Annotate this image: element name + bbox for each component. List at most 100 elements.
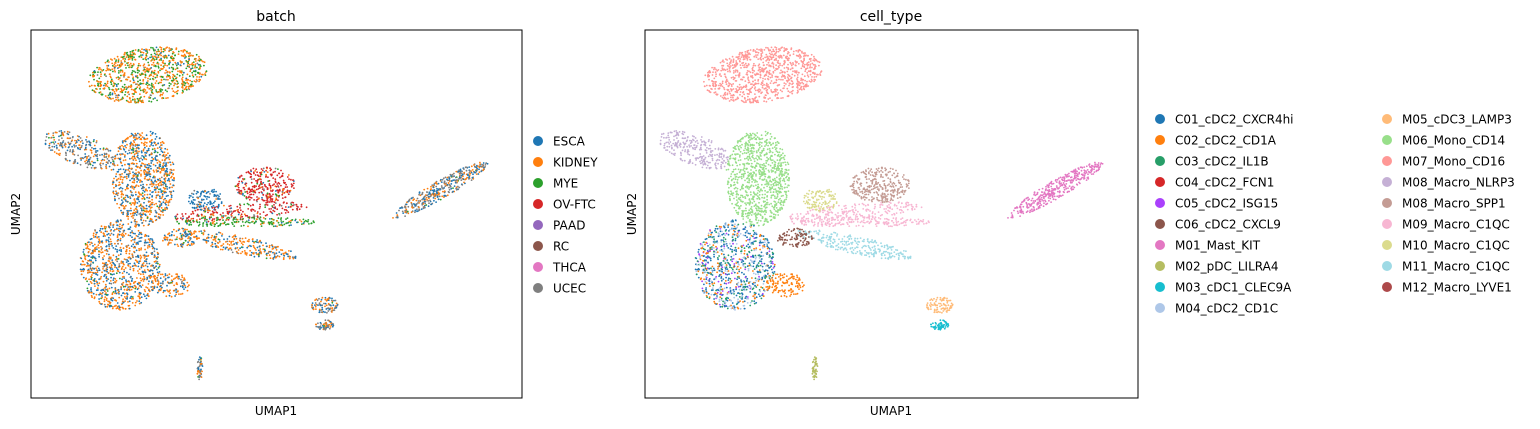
scatter-point bbox=[326, 298, 329, 300]
scatter-point bbox=[256, 174, 259, 177]
scatter-point bbox=[85, 144, 87, 147]
scatter-point bbox=[114, 88, 117, 90]
scatter-point bbox=[153, 203, 156, 206]
scatter-point bbox=[116, 235, 119, 237]
scatter-point bbox=[187, 233, 189, 236]
scatter-point bbox=[324, 311, 326, 314]
scatter-point bbox=[142, 142, 145, 145]
title-batch: batch bbox=[256, 9, 296, 25]
scatter-point bbox=[127, 280, 129, 283]
scatter-point bbox=[215, 190, 218, 193]
scatter-point bbox=[198, 378, 201, 381]
scatter-point bbox=[118, 70, 120, 72]
scatter-point bbox=[124, 150, 127, 153]
scatter-point bbox=[165, 69, 167, 72]
scatter-point bbox=[141, 54, 144, 56]
scatter-point bbox=[160, 190, 163, 192]
scatter-point bbox=[186, 79, 189, 81]
scatter-point bbox=[146, 164, 149, 166]
scatter-point bbox=[443, 190, 446, 193]
scatter-point bbox=[127, 260, 130, 263]
scatter-point bbox=[86, 280, 88, 283]
scatter-point bbox=[139, 50, 142, 52]
scatter-point bbox=[48, 144, 51, 147]
scatter-point bbox=[203, 229, 206, 232]
scatter-point bbox=[147, 201, 150, 203]
scatter-point bbox=[176, 273, 179, 275]
scatter-point bbox=[168, 71, 171, 73]
scatter-point bbox=[189, 202, 192, 205]
scatter-point bbox=[52, 132, 55, 135]
scatter-point bbox=[170, 66, 173, 69]
legend-label: ESCA bbox=[553, 135, 586, 149]
scatter-point bbox=[190, 223, 193, 226]
scatter-point bbox=[141, 197, 144, 200]
scatter-point bbox=[271, 244, 274, 247]
scatter-point bbox=[155, 265, 158, 268]
scatter-point bbox=[148, 210, 151, 212]
scatter-point bbox=[135, 75, 137, 78]
scatter-point bbox=[290, 183, 293, 186]
scatter-point bbox=[159, 153, 161, 156]
scatter-point bbox=[184, 284, 186, 287]
scatter-point bbox=[58, 154, 61, 157]
scatter-point bbox=[172, 190, 175, 193]
scatter-point bbox=[101, 153, 103, 156]
scatter-point bbox=[214, 238, 216, 241]
scatter-point bbox=[240, 225, 243, 227]
scatter-point bbox=[99, 229, 101, 232]
scatter-point bbox=[131, 202, 134, 204]
scatter-point bbox=[234, 247, 237, 250]
scatter-point bbox=[161, 97, 164, 100]
scatter-point bbox=[100, 231, 103, 234]
scatter-point bbox=[163, 178, 166, 180]
scatter-point bbox=[129, 207, 132, 210]
scatter-point bbox=[242, 224, 245, 227]
scatter-point bbox=[79, 141, 82, 143]
scatter-point bbox=[266, 254, 268, 257]
scatter-point bbox=[269, 199, 272, 201]
scatter-point bbox=[135, 243, 138, 246]
scatter-point bbox=[147, 166, 150, 169]
scatter-point bbox=[152, 75, 155, 78]
scatter-point bbox=[174, 61, 177, 64]
scatter-point bbox=[112, 291, 115, 293]
scatter-point bbox=[281, 193, 284, 196]
scatter-point bbox=[148, 164, 151, 167]
scatter-point bbox=[113, 186, 115, 189]
scatter-point bbox=[162, 92, 165, 94]
scatter-point bbox=[327, 310, 330, 312]
scatter-point bbox=[139, 82, 142, 85]
scatter-point bbox=[457, 178, 460, 180]
scatter-point bbox=[75, 145, 77, 147]
scatter-point bbox=[125, 177, 128, 180]
scatter-point bbox=[111, 183, 114, 186]
scatter-point bbox=[149, 207, 152, 209]
scatter-point bbox=[480, 165, 482, 168]
scatter-point bbox=[274, 202, 277, 205]
scatter-point bbox=[170, 281, 172, 284]
scatter-point bbox=[272, 177, 275, 180]
scatter-point bbox=[145, 207, 148, 210]
scatter-point bbox=[105, 276, 108, 278]
scatter-point bbox=[173, 228, 175, 231]
scatter-point bbox=[477, 165, 479, 168]
scatter-point bbox=[200, 201, 203, 204]
scatter-point bbox=[160, 197, 163, 200]
scatter-point bbox=[48, 147, 50, 149]
scatter-point bbox=[125, 289, 128, 291]
scatter-point bbox=[191, 80, 193, 83]
scatter-point bbox=[186, 228, 188, 231]
scatter-point bbox=[116, 302, 119, 304]
scatter-point bbox=[151, 63, 153, 66]
scatter-point bbox=[265, 257, 268, 260]
scatter-point bbox=[151, 191, 154, 194]
scatter-point bbox=[164, 64, 166, 67]
scatter-point bbox=[271, 212, 274, 215]
scatter-point bbox=[192, 212, 195, 215]
scatter-point bbox=[63, 131, 66, 133]
scatter-point bbox=[124, 58, 127, 60]
scatter-point bbox=[90, 268, 93, 270]
scatter-point bbox=[264, 214, 267, 217]
scatter-point bbox=[132, 151, 135, 154]
